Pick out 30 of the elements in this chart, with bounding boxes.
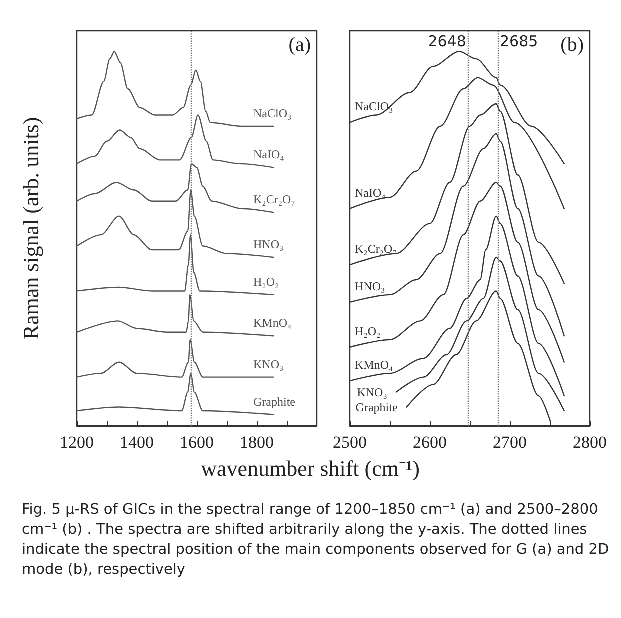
x-tick-label: 2700 [493,433,527,452]
series-label: NaClO₃ [254,106,292,120]
x-tick-label: 1200 [60,433,94,452]
caption: Fig. 5 μ-RS of GICs in the spectral range of 1200–1850 cm⁻¹ (a) and 2500–2800 cm⁻¹ (b) . The spectra are shifted arbitrarily along the y-axis. The dotted lines indicate the spectral position of the main components observed for G (a) and 2D mode (b), respectively [22,501,610,580]
series-label: KMnO₄ [254,316,292,330]
series-label: KNO₃ [357,385,388,400]
x-tick-label: 1800 [240,433,274,452]
series-label: NaIO₄ [254,148,284,162]
series-label: K₂Cr₂O₇ [254,192,296,207]
series-label: H₂O₂ [254,274,280,289]
series-label: Graphite [356,400,398,414]
x-tick-label: 1600 [180,433,214,452]
annotation: (b) [560,34,584,56]
x-tick-label: 2800 [573,433,607,452]
y-axis-title: Raman signal (arb. units) [18,117,44,340]
x-tick-label: 2500 [333,433,367,452]
series-label: KNO₃ [254,357,284,372]
series-label: KMnO₄ [355,358,394,372]
x-tick-label: 1400 [120,433,154,452]
annotation: (a) [288,34,312,56]
series-label: K₂Cr₂O₇ [355,242,397,256]
series-label: NaIO₄ [355,186,386,200]
ref-line-label: 2685 [500,32,538,50]
x-axis-title: wavenumber shift (cm⁻¹) [200,455,421,482]
ref-line-label: 2648 [428,32,466,50]
x-tick-label: 2600 [413,433,447,452]
series-label: Graphite [254,394,296,409]
series-label: HNO₃ [355,279,386,294]
series-label: HNO₃ [254,238,284,252]
series-label: H₂O₂ [355,324,381,338]
